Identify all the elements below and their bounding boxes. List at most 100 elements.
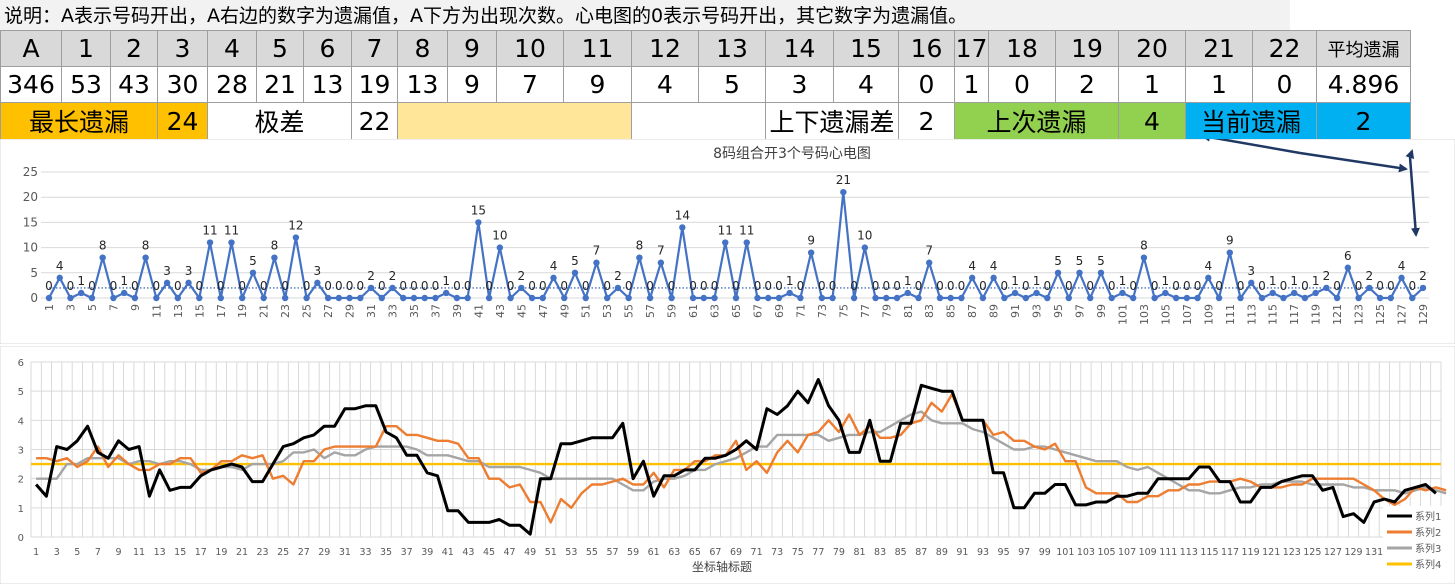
data-point (850, 294, 858, 302)
x-tick-label: 49 (558, 304, 571, 318)
data-label: 1 (1269, 274, 1277, 288)
value-cell: 2 (1055, 66, 1119, 103)
data-label: 0 (764, 279, 772, 293)
data-label: 7 (657, 244, 665, 258)
data-label: 0 (335, 279, 343, 293)
data-point (904, 289, 911, 297)
x-tick-label: 11 (150, 304, 163, 318)
x-tick-label: 1 (33, 547, 39, 558)
data-point (185, 279, 192, 287)
data-point (657, 259, 665, 266)
x-tick-label: 1 (43, 304, 56, 311)
x-tick-label: 29 (318, 547, 330, 558)
x-tick-label: 7 (95, 547, 101, 558)
x-tick-label: 105 (1097, 547, 1115, 558)
header-cell: 3 (157, 30, 208, 67)
chart-title: 8码组合开3个号码心电图 (713, 146, 871, 162)
data-label: 4 (968, 259, 976, 273)
data-label: 2 (367, 269, 375, 283)
x-tick-label: 125 (1303, 547, 1321, 558)
data-point (1033, 289, 1040, 297)
data-point (206, 239, 214, 246)
arrow-to-last (1201, 139, 1301, 155)
data-point (1097, 269, 1105, 276)
data-label: 0 (1065, 279, 1073, 293)
data-label: 1 (1290, 274, 1298, 288)
data-label: 12 (288, 219, 303, 233)
data-label: 1 (904, 274, 912, 288)
data-label: 1 (120, 274, 128, 288)
data-label: 7 (593, 244, 601, 258)
x-tick-label: 89 (988, 304, 1001, 318)
data-point (1054, 269, 1062, 276)
x-tick-label: 95 (998, 547, 1010, 558)
empty-yellow-cell (397, 102, 632, 140)
data-label: 0 (410, 279, 418, 293)
x-tick-label: 113 (1180, 547, 1198, 558)
x-tick-label: 129 (1417, 304, 1430, 325)
data-point (1151, 294, 1158, 302)
data-label: 0 (947, 279, 955, 293)
data-label: 8 (142, 239, 150, 253)
data-label: 0 (582, 279, 590, 293)
arrow-up (1405, 149, 1415, 160)
data-label: 1 (1033, 274, 1041, 288)
data-label: 0 (754, 279, 762, 293)
header-cell: 19 (1055, 30, 1119, 67)
data-point (432, 294, 439, 302)
last-omission-value: 4 (1118, 102, 1186, 140)
data-label: 9 (807, 234, 815, 248)
last-omission-label: 上次遗漏 (954, 102, 1119, 140)
data-point (367, 284, 375, 292)
x-tick-label: 33 (359, 547, 371, 558)
longest-omission-label: 最长遗漏 (0, 102, 158, 140)
data-label: 0 (1172, 279, 1180, 293)
data-label: 0 (1108, 279, 1116, 293)
data-point (765, 294, 772, 302)
data-label: 0 (378, 279, 386, 293)
data-point (120, 289, 128, 297)
data-point (485, 294, 493, 302)
data-label: 8 (1140, 239, 1148, 253)
data-point (1366, 284, 1373, 292)
data-point (153, 294, 160, 302)
data-point (1344, 264, 1352, 271)
data-point (1355, 294, 1362, 302)
data-point (1140, 254, 1148, 261)
data-label: 0 (464, 279, 472, 293)
data-point (636, 254, 643, 261)
data-point (324, 294, 332, 302)
data-point (1301, 294, 1309, 302)
data-label: 0 (88, 279, 96, 293)
x-tick-label: 55 (623, 304, 636, 318)
value-cell: 1 (954, 66, 989, 103)
x-tick-label: 107 (1118, 547, 1136, 558)
data-point (1409, 294, 1416, 302)
x-tick-label: 59 (666, 304, 679, 318)
x-tick-label: 27 (298, 547, 310, 558)
header-cell: 1 (61, 30, 111, 67)
x-tick-label: 51 (580, 304, 593, 318)
data-point (518, 284, 525, 292)
y-tick-label: 15 (23, 215, 38, 229)
x-tick-label: 69 (773, 304, 786, 318)
x-tick-label: 15 (193, 304, 206, 318)
x-tick-label: 47 (504, 547, 516, 558)
data-point (786, 289, 793, 297)
data-label: 0 (668, 279, 676, 293)
x-tick-label: 13 (172, 304, 185, 318)
data-point (550, 274, 557, 282)
data-label: 0 (818, 279, 826, 293)
arrow-to-chart (1299, 151, 1408, 173)
x-tick-label: 99 (1095, 304, 1108, 318)
data-point (45, 294, 53, 302)
data-label: 0 (131, 279, 139, 293)
data-label: 1 (77, 274, 85, 288)
header-cell: 10 (496, 30, 564, 67)
x-tick-label: 43 (494, 304, 507, 318)
data-point (818, 294, 826, 302)
data-point (732, 294, 740, 302)
x-tick-label: 123 (1283, 547, 1301, 558)
x-tick-label: 53 (601, 304, 614, 318)
data-label: 0 (238, 279, 246, 293)
